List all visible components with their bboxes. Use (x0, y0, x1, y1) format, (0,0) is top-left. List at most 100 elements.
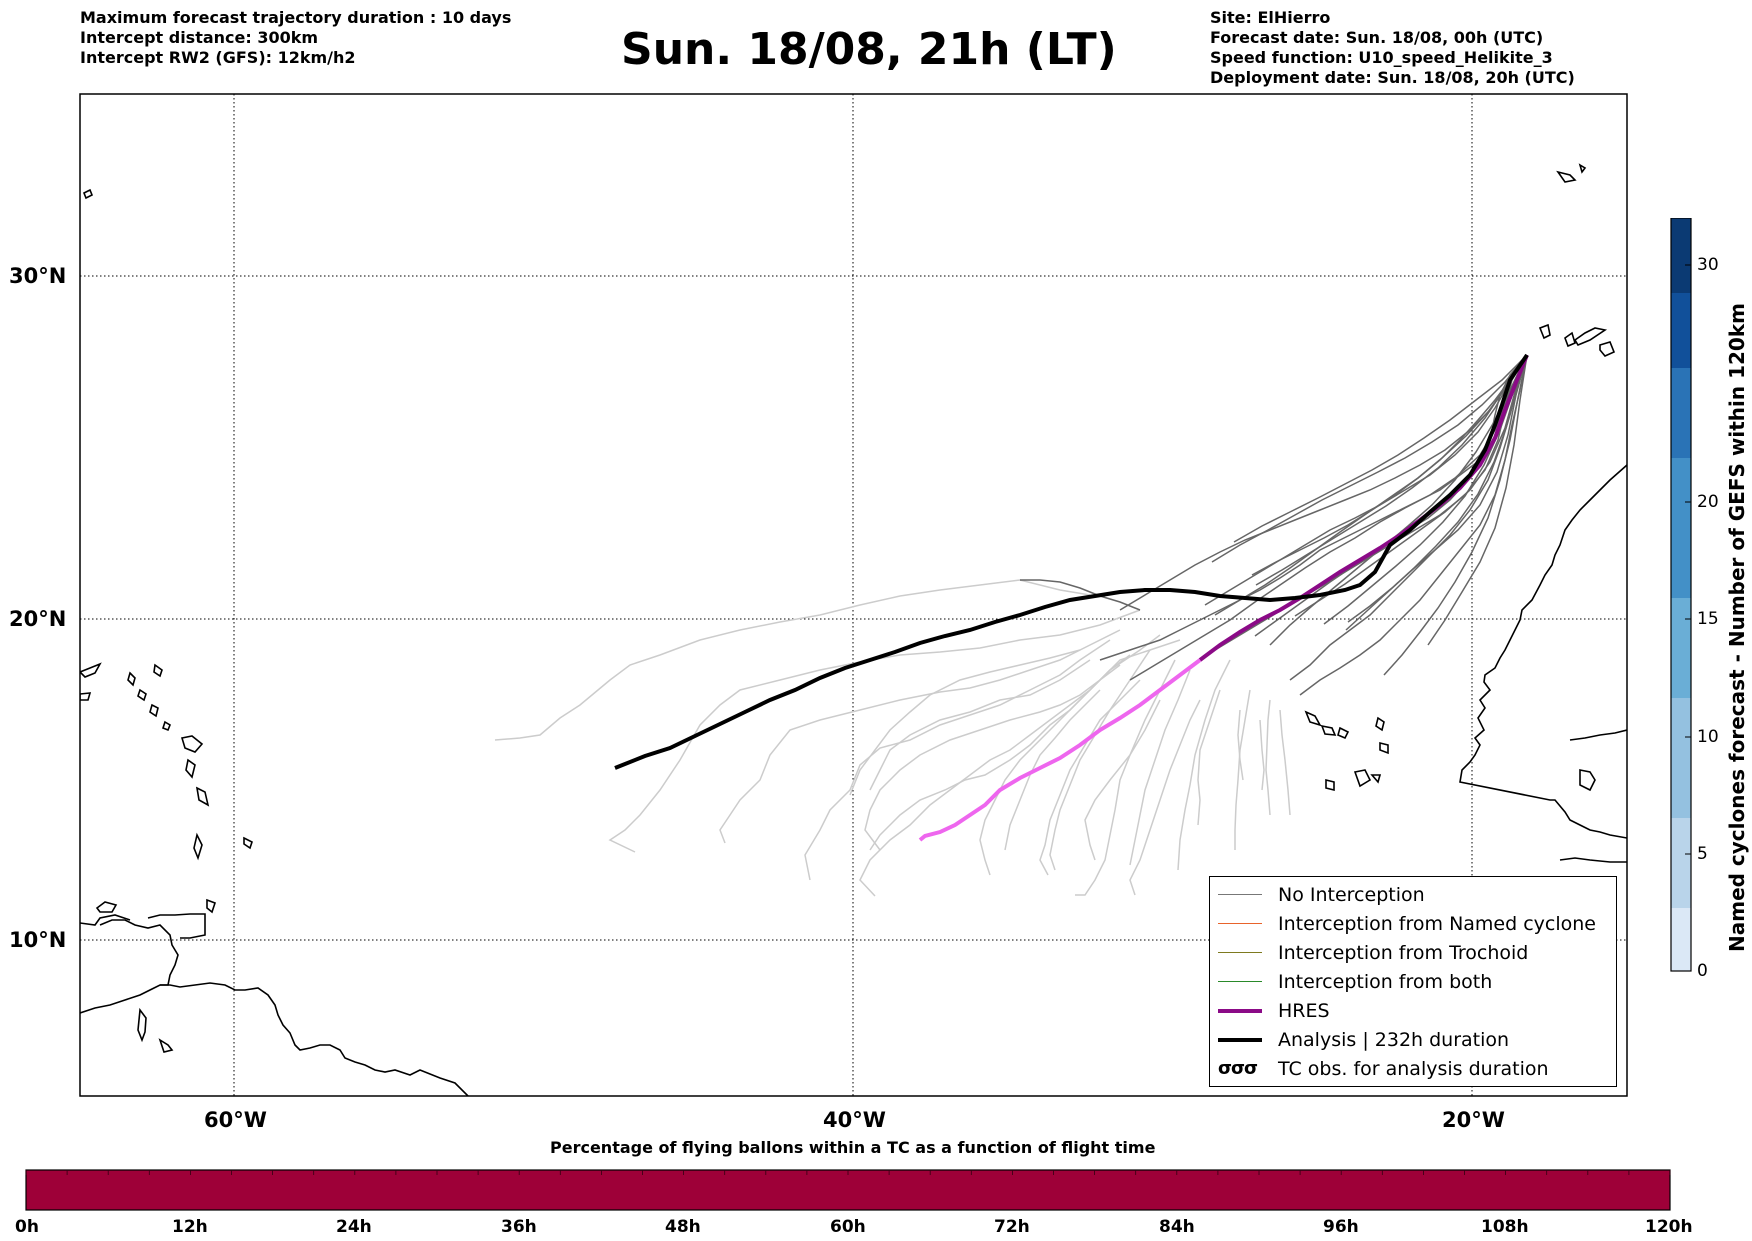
island-madeira-b (1578, 163, 1587, 174)
trajectory (1347, 354, 1528, 623)
africa-coast-b (1569, 729, 1627, 741)
legend-label: Interception from Named cyclone (1278, 912, 1596, 935)
legend-item-both: Interception from both (1210, 967, 1492, 996)
cyclone-symbols-icon: σσσ (1218, 1058, 1258, 1079)
colorbar-frame (1670, 218, 1692, 972)
island-cv-d (1375, 716, 1385, 732)
trajectory (1197, 689, 1221, 826)
hres-trajectory (1198, 354, 1529, 662)
island-g (195, 786, 210, 807)
island-f (185, 758, 196, 779)
colorbar-segment (1671, 598, 1691, 698)
deployment-date-text: Deployment date: Sun. 18/08, 20h (UTC) (1210, 68, 1575, 87)
trajectory (1177, 659, 1231, 871)
trajectory (1237, 709, 1244, 781)
island-e (180, 735, 204, 753)
island-h (193, 832, 203, 861)
coast-north (80, 914, 131, 926)
trajectory (1251, 354, 1528, 576)
island-canary-c (1573, 327, 1608, 347)
legend: No Interception Interception from Named … (1209, 876, 1617, 1087)
lat-label-30n: 30°N (9, 264, 67, 288)
island-cv-e (1379, 741, 1389, 755)
colorbar-segment (1671, 293, 1691, 368)
bottom-tick-24h: 24h (336, 1217, 372, 1237)
legend-label: Interception from both (1278, 970, 1493, 993)
trajectory (1265, 699, 1271, 816)
colorbar-label: Named cyclones forecast - Number of GEFS… (1725, 303, 1749, 952)
trajectory (869, 659, 1091, 791)
island-canary-b (1564, 331, 1576, 348)
trajectory (1259, 719, 1265, 791)
lon-label-60w: 60°W (204, 1108, 267, 1132)
colorbar-tick-20: 20 (1697, 492, 1719, 512)
trajectory (1075, 659, 1176, 896)
trajectory (494, 579, 1091, 741)
trajectory (1004, 689, 1101, 851)
colorbar (1670, 218, 1692, 972)
site-text: Site: ElHierro (1210, 8, 1331, 27)
bottom-bar-title: Percentage of flying ballons within a TC… (550, 1138, 1156, 1157)
colorbar-tick-5: 5 (1697, 844, 1708, 864)
legend-swatch (1218, 923, 1262, 924)
trajectory (1084, 699, 1161, 861)
bottom-tick-48h: 48h (665, 1217, 701, 1237)
colorbar-tick-10: 10 (1697, 727, 1719, 747)
page-title: Sun. 18/08, 21h (LT) (621, 24, 1117, 75)
colorbar-tick-30: 30 (1697, 255, 1719, 275)
africa-coast-c (1559, 857, 1627, 863)
legend-item-no-interception: No Interception (1210, 880, 1425, 909)
trajectories-early (1020, 354, 1528, 696)
island-cv-c (1337, 726, 1350, 740)
bottom-bar-fill (25, 1169, 1671, 1211)
analysis-trajectory (614, 353, 1529, 770)
trajectory (1299, 354, 1528, 696)
lat-label-20n: 20°N (9, 607, 67, 631)
bottom-bar-ticks (25, 1170, 1671, 1175)
header-left: Maximum forecast trajectory duration : 1… (80, 8, 511, 68)
island-cv-h (1370, 774, 1382, 784)
trajectory (1234, 689, 1251, 850)
map-frame (79, 93, 1628, 1097)
legend-item-named-cyclone: Interception from Named cyclone (1210, 909, 1596, 938)
africa-coast (1459, 464, 1627, 839)
trinidad-area (147, 913, 206, 939)
coastlines (80, 163, 1627, 1096)
island-c (80, 662, 102, 678)
bottom-tick-84h: 84h (1159, 1217, 1195, 1237)
colorbar-segment (1671, 218, 1691, 293)
trajectory (979, 639, 1181, 876)
colorbar-tick-0: 0 (1697, 961, 1708, 981)
island-j (243, 836, 253, 850)
island-l (127, 671, 136, 687)
africa-inlet (1579, 769, 1596, 792)
trajectory (864, 664, 1121, 851)
lon-label-20w: 20°W (1442, 1108, 1505, 1132)
island-a (95, 901, 118, 913)
legend-swatch (1218, 1008, 1262, 1013)
bottom-tick-12h: 12h (172, 1217, 208, 1237)
trajectory (1211, 354, 1528, 563)
bottom-tick-96h: 96h (1323, 1217, 1359, 1237)
trajectory (719, 629, 1121, 844)
island-cv-g (1353, 769, 1372, 788)
trajectory (1049, 649, 1151, 871)
legend-label: Interception from Trochoid (1278, 941, 1529, 964)
map-area (80, 94, 1627, 1096)
max-duration-text: Maximum forecast trajectory duration : 1… (80, 8, 512, 27)
legend-label: Analysis | 232h duration (1278, 1028, 1510, 1051)
trajectories-late (494, 579, 1291, 897)
intercept-distance-text: Intercept distance: 300km (80, 28, 319, 47)
island-o (162, 720, 171, 732)
bottom-tick-72h: 72h (994, 1217, 1030, 1237)
legend-item-analysis: Analysis | 232h duration (1210, 1025, 1509, 1054)
trajectory (1119, 354, 1528, 611)
trajectory (1204, 354, 1528, 606)
trajectory (849, 649, 1081, 796)
trajectory (1129, 354, 1528, 681)
colorbar-segment (1671, 458, 1691, 598)
venezuela-coast (99, 919, 179, 986)
legend-label: HRES (1278, 999, 1330, 1022)
island-p (153, 663, 163, 678)
trajectory (1383, 354, 1528, 676)
